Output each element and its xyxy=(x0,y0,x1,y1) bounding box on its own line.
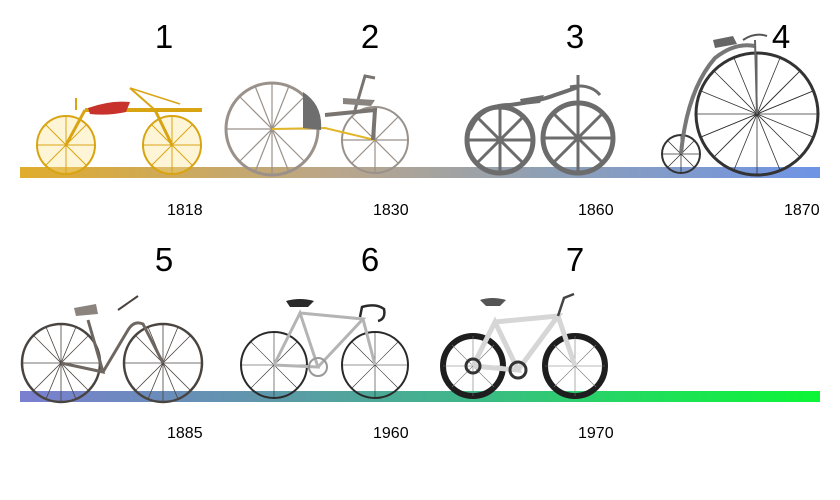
safety-bicycle-icon xyxy=(18,290,208,405)
step-number-3: 3 xyxy=(555,18,595,56)
penny-farthing-icon xyxy=(655,30,825,180)
year-label-1885: 1885 xyxy=(167,425,203,443)
year-label-1970: 1970 xyxy=(578,425,614,443)
velocipede-icon xyxy=(460,65,620,180)
treadle-bicycle-icon xyxy=(225,70,415,180)
draisine-icon xyxy=(30,80,210,180)
year-label-1818: 1818 xyxy=(167,202,203,220)
step-number-6: 6 xyxy=(350,241,390,279)
step-number-1: 1 xyxy=(144,18,184,56)
year-label-1830: 1830 xyxy=(373,202,409,220)
step-number-7: 7 xyxy=(555,241,595,279)
step-number-5: 5 xyxy=(144,241,184,279)
mountain-bicycle-icon xyxy=(440,292,620,404)
year-label-1870: 1870 xyxy=(784,202,820,220)
year-label-1860: 1860 xyxy=(578,202,614,220)
road-bicycle-icon xyxy=(238,295,413,405)
step-number-2: 2 xyxy=(350,18,390,56)
year-label-1960: 1960 xyxy=(373,425,409,443)
